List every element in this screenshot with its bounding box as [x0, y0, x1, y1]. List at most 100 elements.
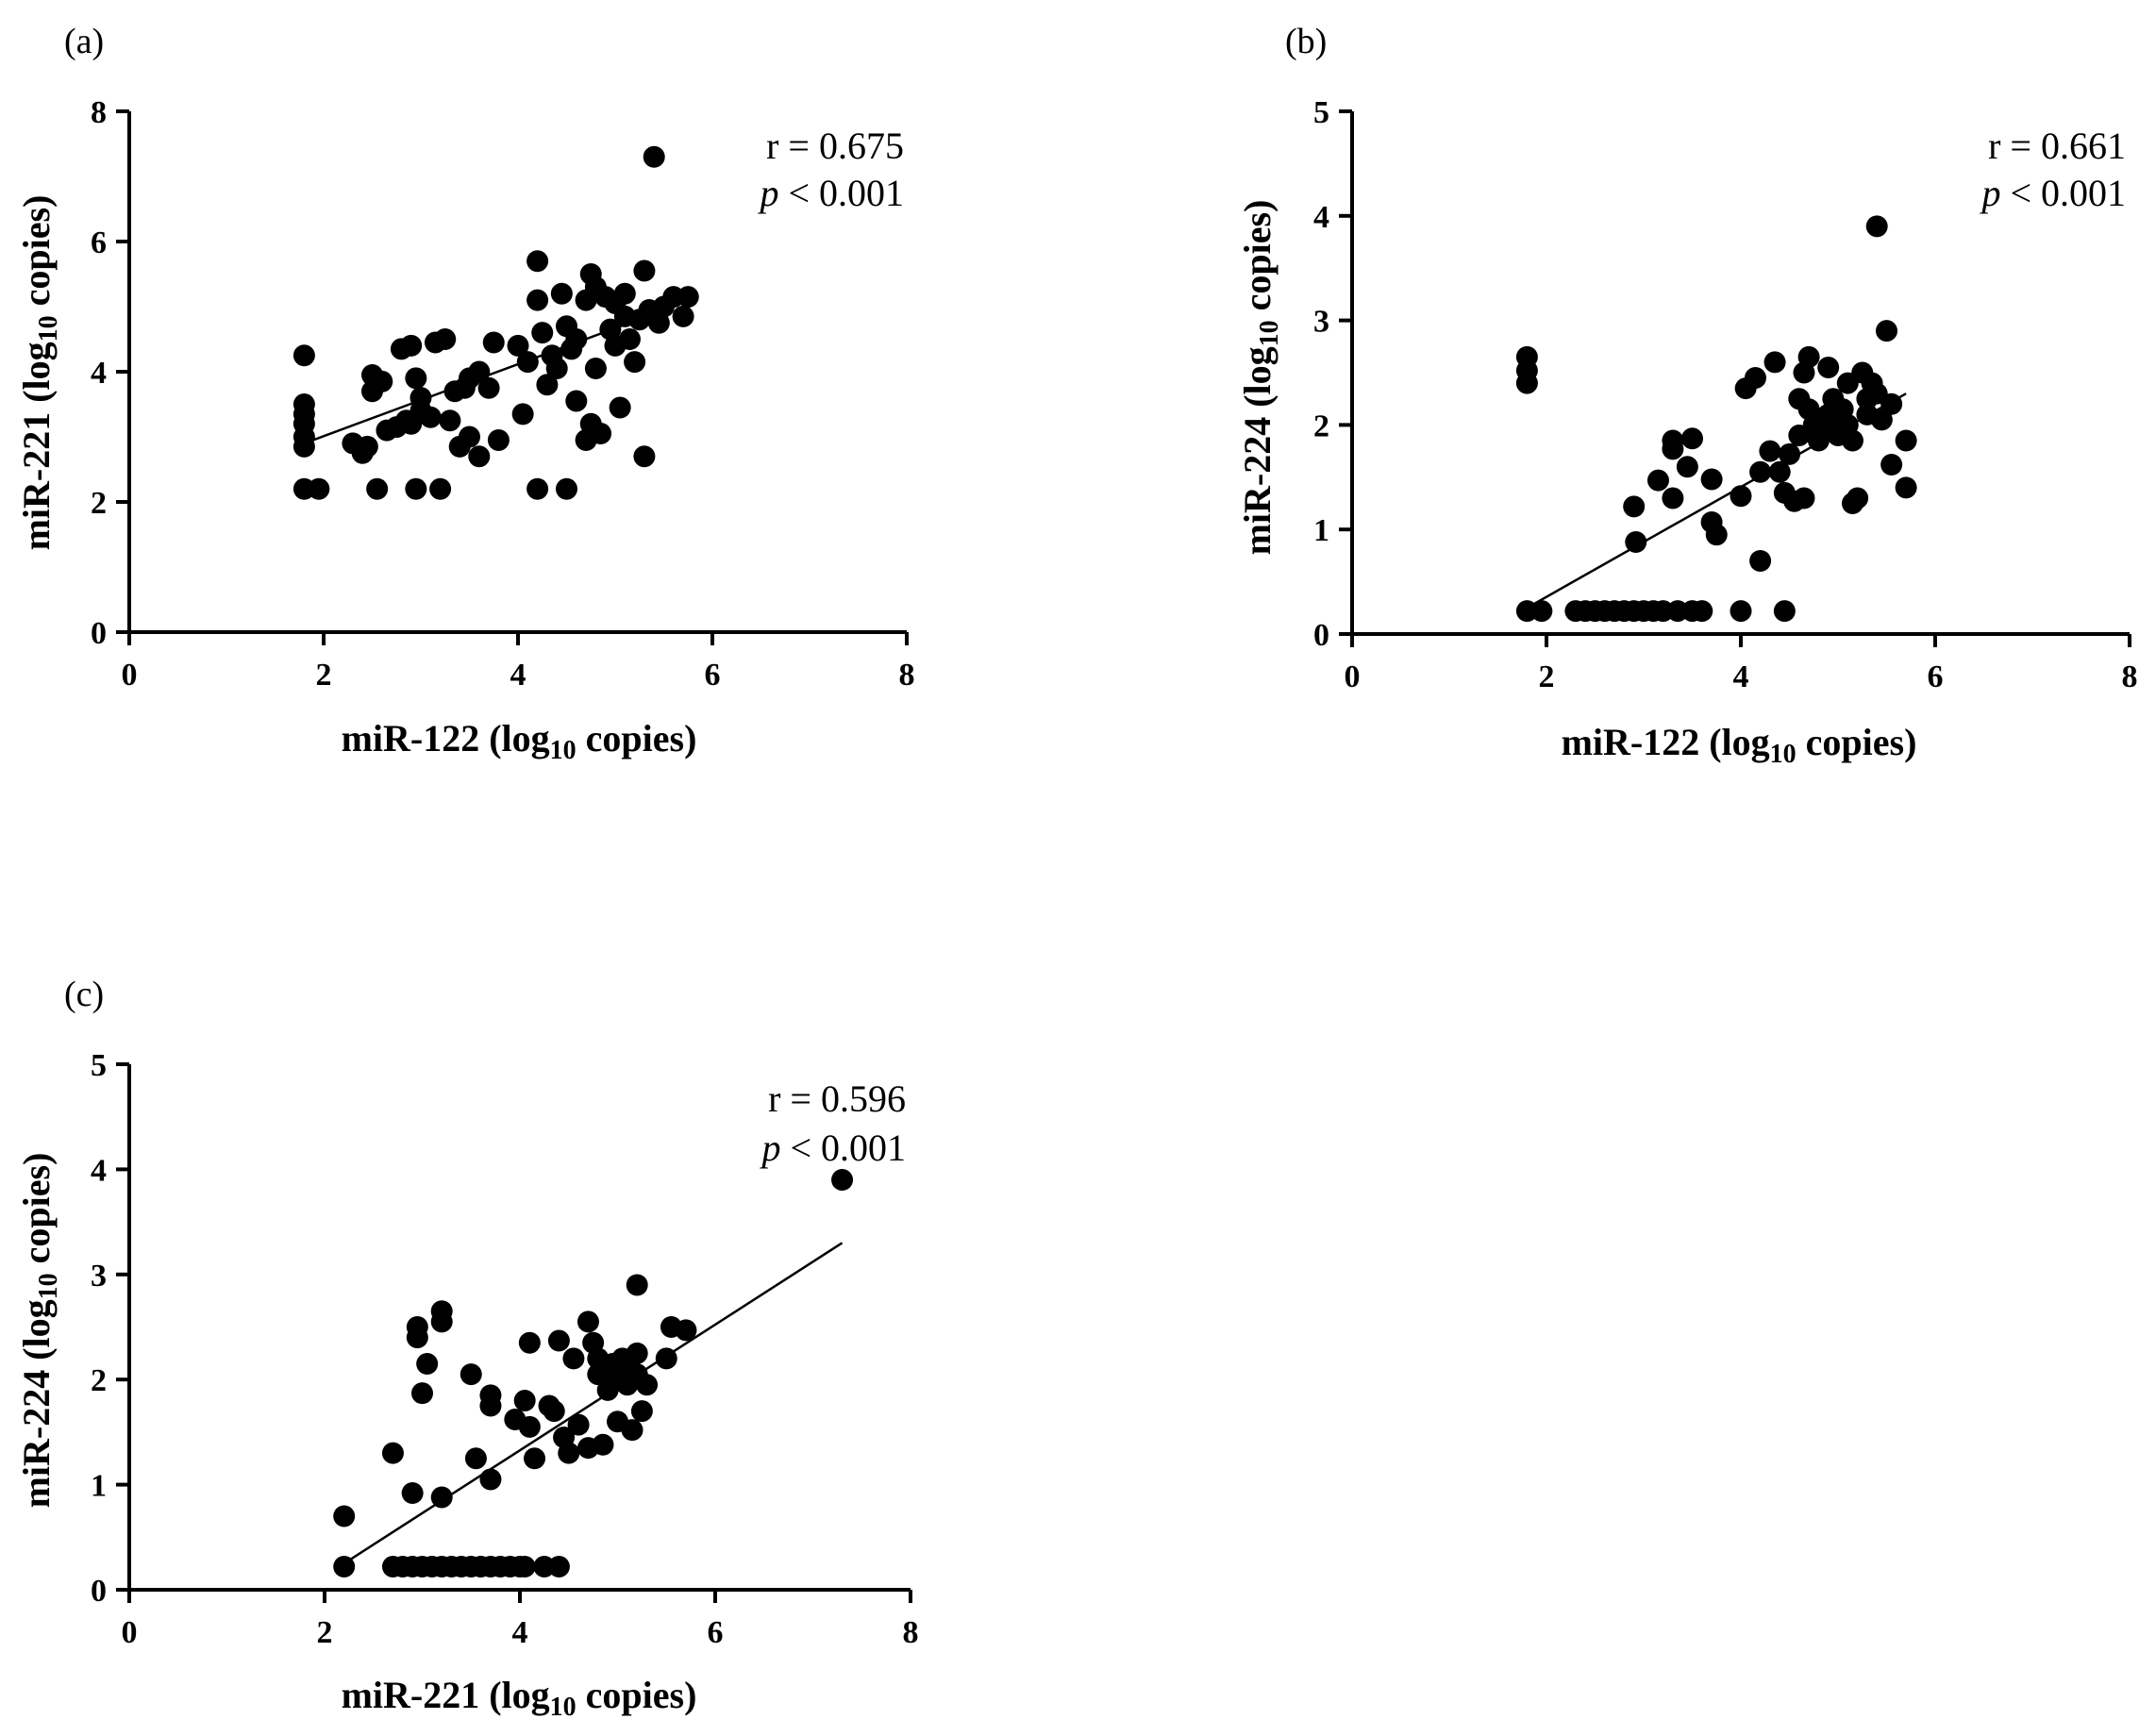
data-point [1817, 356, 1840, 378]
data-point [292, 344, 315, 367]
y-tick-label: 4 [91, 1153, 107, 1188]
data-point [1662, 438, 1684, 460]
data-point [1768, 460, 1791, 483]
data-point [1847, 487, 1869, 509]
data-point [1865, 215, 1888, 238]
y-tick-label: 0 [91, 616, 107, 651]
data-point [1681, 427, 1703, 450]
regression-line [343, 1242, 844, 1565]
x-axis-label: miR-221 (log10 copies) [342, 1674, 697, 1722]
data-point [429, 477, 452, 500]
data-point [526, 250, 549, 273]
y-axis-label-tail: copies) [15, 1153, 58, 1274]
panel-label: (b) [1285, 22, 1327, 61]
data-point [1676, 456, 1698, 478]
scatter-panel-a: (a) 0 2 4 6 8 0 2 4 6 8 r = 0.675 p < 0.001 miR-1… [15, 22, 915, 765]
p-symbol: p [759, 1127, 780, 1169]
data-point [536, 374, 559, 396]
x-axis-label-subscript: 10 [550, 736, 577, 765]
data-point [434, 328, 457, 350]
data-point [655, 1347, 677, 1370]
data-point [464, 1447, 487, 1470]
data-point [381, 1442, 404, 1464]
data-point [547, 1329, 570, 1352]
data-point [518, 1331, 541, 1354]
data-point [647, 311, 670, 334]
data-point [1773, 600, 1796, 623]
x-tick-label: 0 [122, 1615, 138, 1650]
data-point [577, 1310, 599, 1333]
p-value-text: < 0.001 [780, 1127, 906, 1169]
data-point [460, 1363, 482, 1386]
p-value-text: < 0.001 [778, 172, 904, 214]
data-point [405, 367, 427, 390]
y-tick-label: 0 [91, 1574, 107, 1609]
x-tick-label: 6 [705, 658, 721, 693]
y-axis-label-subscript: 10 [34, 1273, 63, 1299]
data-point [677, 286, 699, 309]
data-point [1841, 429, 1864, 452]
data-point [567, 1413, 590, 1436]
y-tick-label: 6 [91, 225, 107, 260]
y-tick-label: 8 [91, 95, 107, 130]
data-point [550, 282, 573, 305]
data-point [430, 1486, 453, 1509]
data-point [487, 428, 510, 451]
data-point [430, 1310, 453, 1333]
x-axis-label-tail: copies) [577, 1674, 697, 1716]
data-point [1730, 485, 1752, 508]
data-point [1779, 442, 1800, 465]
data-point [1530, 600, 1553, 623]
data-point [406, 1327, 428, 1349]
x-tick-label: 6 [708, 1615, 724, 1650]
y-tick-label: 2 [91, 486, 107, 521]
data-point [613, 282, 636, 305]
y-tick-label: 0 [1313, 618, 1329, 653]
data-point [831, 1169, 854, 1192]
data-point [405, 477, 427, 500]
data-point [401, 1482, 424, 1505]
y-axis-label: miR-221 (log10 copies) [15, 195, 63, 551]
data-point [439, 409, 461, 432]
data-point [531, 322, 554, 344]
y-axis-label-main: miR-224 (log [1236, 346, 1279, 555]
data-point [584, 358, 607, 380]
x-tick-label: 2 [316, 658, 332, 693]
data-point [526, 289, 549, 311]
data-point [292, 435, 315, 458]
data-point [333, 1505, 356, 1527]
data-point [565, 328, 588, 350]
data-point [1515, 372, 1538, 394]
data-point [592, 1433, 614, 1456]
data-point [468, 445, 491, 468]
data-point [516, 351, 539, 374]
data-point [479, 1394, 502, 1417]
scatter-panel-b: (b) 0 2 4 6 8 0 1 2 3 4 5 r = 0.661 p < 0.001 miR-… [1236, 22, 2138, 769]
panel-label: (c) [64, 975, 104, 1014]
data-point [547, 1555, 570, 1577]
data-point [1623, 495, 1646, 518]
x-tick-label: 2 [1539, 659, 1555, 694]
data-point [366, 477, 389, 500]
data-point [518, 1415, 541, 1438]
data-point [513, 1555, 536, 1577]
correlation-r: r = 0.661 [1988, 125, 2126, 167]
data-point [562, 1347, 585, 1370]
data-point [419, 406, 442, 428]
data-point [590, 423, 612, 445]
data-point [1876, 320, 1897, 342]
data-point [511, 403, 534, 426]
data-point [526, 477, 549, 500]
p-symbol: p [757, 172, 778, 214]
p-value: p < 0.001 [759, 1127, 906, 1169]
x-axis-label-main: miR-221 (log [342, 1674, 550, 1716]
data-point [371, 370, 393, 392]
data-point [636, 1374, 659, 1396]
data-point [633, 259, 656, 282]
x-axis-label-subscript: 10 [1770, 740, 1797, 769]
data-point [545, 358, 568, 380]
data-point [1646, 469, 1669, 492]
p-value: p < 0.001 [757, 172, 904, 214]
x-tick-label: 8 [899, 658, 915, 693]
